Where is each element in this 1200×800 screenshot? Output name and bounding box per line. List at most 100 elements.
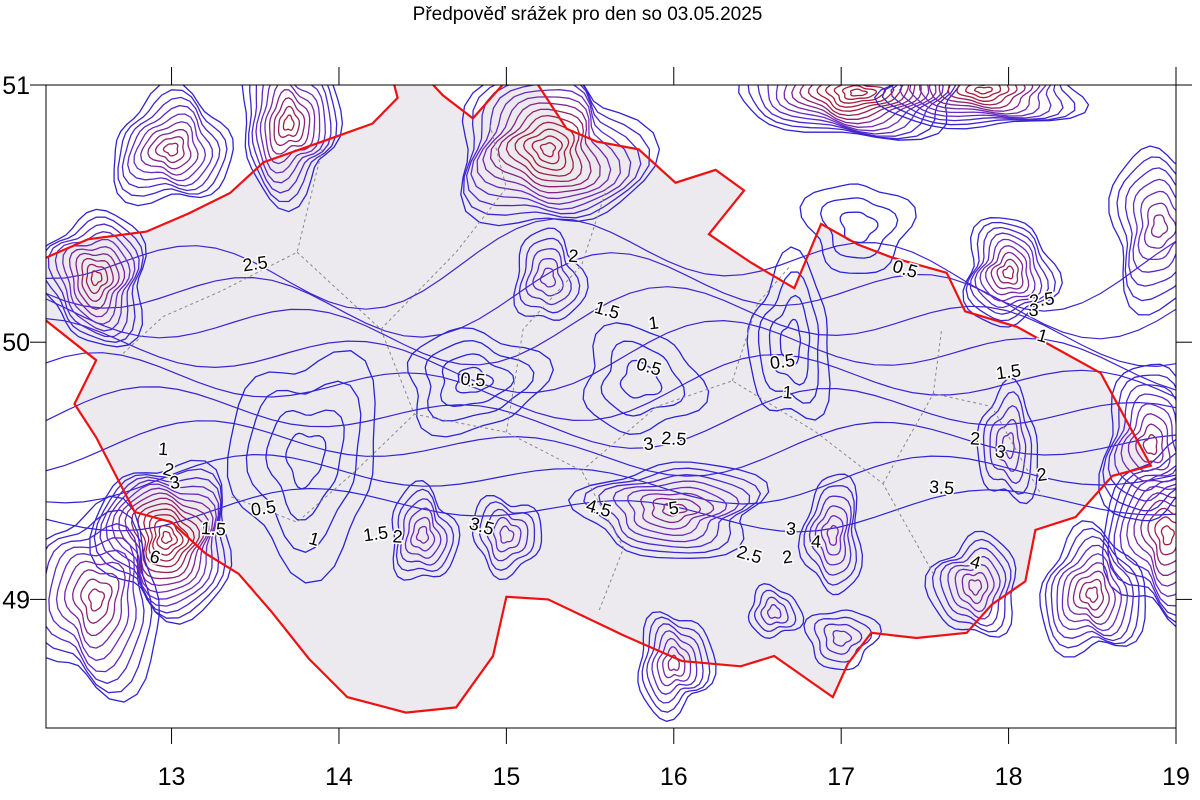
contour-line-high (485, 508, 529, 562)
contour-line-high (1140, 499, 1176, 576)
contour-line-high (46, 216, 144, 343)
czech-territory-fill (46, 85, 1151, 713)
contour-line-high (1098, 363, 1176, 522)
contour-line-high (1137, 190, 1176, 261)
contour-line-high (539, 267, 557, 288)
contour-line-high (797, 473, 864, 596)
contour-line-high (1132, 178, 1176, 273)
contour-line-high (465, 85, 642, 215)
contour-label: 1.5 (995, 360, 1023, 383)
contour-line-high (522, 128, 570, 171)
contour-line-high (954, 564, 995, 613)
contour-line-high (969, 226, 1049, 315)
contour-line-high (767, 85, 944, 135)
contour-line-high (54, 231, 136, 332)
contour-line-high (133, 113, 207, 182)
contour-line-high (783, 85, 930, 128)
contour-label: 3 (168, 472, 181, 493)
region-boundaries (120, 123, 1043, 613)
contour-line-high (823, 623, 863, 655)
contour-line-high (160, 530, 173, 545)
contour-line-high (924, 530, 1017, 638)
region-boundary (932, 329, 943, 394)
contour-line-high (1127, 413, 1171, 472)
contour-line-high (1124, 167, 1176, 287)
contour-line-high (775, 85, 937, 132)
contour-line-high (460, 85, 661, 227)
precipitation-contours (46, 85, 1176, 722)
contour-line-high (641, 616, 711, 713)
contour-line-high (81, 257, 114, 302)
contour-line-high (995, 419, 1021, 472)
contour-line-high (127, 104, 214, 187)
map-title: Předpověď srážek pro den so 03.05.2025 (412, 4, 763, 25)
contour-line-high (99, 476, 222, 614)
x-tick-label: 15 (492, 763, 520, 791)
contour-line-high (391, 480, 461, 581)
contour-line-band (46, 218, 1176, 312)
contour-line-high (1108, 145, 1176, 316)
y-tick-label: 51 (2, 72, 30, 100)
contour-line-high (497, 108, 592, 188)
contour-line-high (472, 495, 543, 581)
contour-line-high (820, 515, 844, 556)
contour-line-high (1107, 384, 1176, 502)
x-tick-label: 18 (995, 763, 1023, 791)
x-tick-label: 13 (158, 763, 186, 791)
contour-line-high (1001, 431, 1015, 460)
contour-line-high (251, 85, 332, 194)
contour-line-high (479, 501, 536, 571)
contour-line-high (747, 583, 805, 639)
contour-line-high (531, 135, 563, 165)
y-tick-label: 49 (2, 586, 30, 614)
contour-line-high (1126, 485, 1176, 598)
contour-line-high (395, 488, 455, 572)
contour-label: 3 (1028, 300, 1039, 321)
contour-line-high (873, 85, 1090, 130)
contour-line-high (492, 516, 522, 553)
contour-label: 2 (392, 526, 403, 547)
contour-line-high (832, 629, 853, 647)
contour-label: 1 (158, 439, 169, 460)
contour-line-high (583, 467, 762, 554)
contour-line-high (241, 85, 344, 213)
contour-line-high (93, 468, 226, 619)
contour-line-high (833, 85, 887, 104)
contour-line-high (121, 96, 221, 192)
contour-line-high (753, 589, 797, 632)
contour-line-high (814, 505, 849, 566)
contour-line-high (637, 611, 717, 722)
contour-line-low (265, 409, 345, 521)
contour-line-high (140, 121, 199, 176)
contour-line-high (1072, 570, 1110, 618)
contour-line-high (513, 227, 589, 321)
contour-line-high (989, 404, 1027, 485)
contour-line-low (839, 211, 879, 244)
contour-line-high (1143, 202, 1176, 249)
contour-label: 1 (647, 312, 660, 333)
contour-line-band (46, 453, 1176, 505)
contour-line-high (985, 245, 1030, 296)
contour-line-high (656, 637, 692, 687)
contour-line-high (85, 263, 109, 295)
contour-line-low (799, 183, 917, 274)
contour-line-band (46, 487, 1176, 533)
contour-line-high (68, 246, 126, 318)
contour-line-high (162, 142, 179, 157)
contour-label: 2 (969, 428, 980, 449)
contour-line-high (803, 485, 858, 586)
contour-line-low (757, 271, 820, 404)
contour-label: 2.5 (241, 252, 269, 275)
contour-line-high (282, 114, 295, 131)
contour-line-high (1039, 520, 1146, 658)
contour-line-high (404, 507, 442, 559)
contour-line-high (482, 96, 612, 200)
contour-line-high (1142, 434, 1158, 456)
contour-line-high (974, 232, 1043, 309)
contour-line-low (285, 432, 327, 490)
contour-line-high (1135, 423, 1164, 464)
contour-line-high (799, 85, 916, 120)
region-boundary (380, 123, 507, 330)
country-border (46, 85, 1153, 714)
